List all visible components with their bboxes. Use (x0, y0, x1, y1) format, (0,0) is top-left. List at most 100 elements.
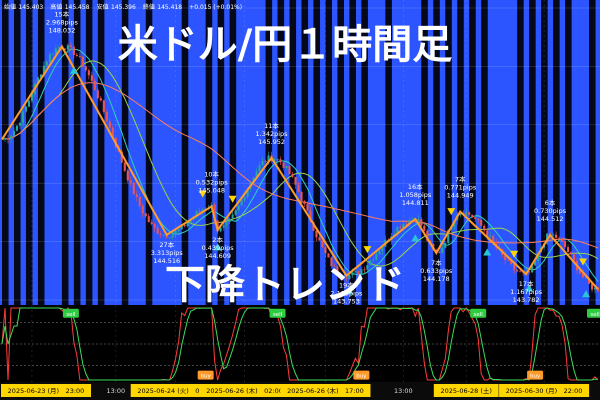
candle-body (102, 100, 105, 112)
candle-body (555, 234, 558, 238)
swing-label: 7本 0.633pips 144.178 (420, 258, 453, 283)
swing-value: 143.753 (333, 298, 360, 306)
swing-value: 143.782 (513, 296, 540, 304)
swing-label: 2本 0.439pips 144.609 (202, 235, 235, 260)
swing-labels: 15本 2.968pips 148.032 27本 3.313pips 144.516 10… (46, 9, 567, 305)
time-label: 13:00 (394, 387, 413, 395)
time-label-highlight (1, 384, 91, 397)
swing-pips: 0.532pips (196, 178, 229, 186)
candle-body (336, 266, 339, 274)
background-stripe (13, 0, 21, 305)
sell-marker (269, 308, 286, 318)
candle-body (243, 196, 246, 200)
background-stripe (481, 0, 488, 305)
sell-marker (62, 308, 79, 318)
swing-label: 15本 2.968pips 148.032 (46, 9, 79, 34)
candle-body (513, 264, 516, 270)
candle-body (81, 56, 84, 67)
background-stripe (97, 0, 105, 305)
candle-body (378, 251, 381, 255)
background-stripe (325, 0, 333, 305)
candle-body (153, 223, 156, 228)
up-arrow-icon (483, 248, 492, 256)
candle-body (159, 233, 162, 236)
candle-body (168, 237, 171, 239)
swing-pips: 0.730pips (534, 207, 567, 215)
candle-body (492, 235, 495, 242)
ohlc-readout: 始値 145.403 高値 145.458 安値 145.396 終値 145.418 +0.0… (4, 3, 242, 11)
candle-body (72, 46, 75, 55)
candle-body (537, 252, 540, 262)
swing-value: 144.516 (153, 257, 180, 265)
ohlc-value: 145.403 (18, 4, 43, 11)
candle-body (84, 66, 87, 71)
candle-body (330, 257, 333, 267)
candle-body (15, 125, 19, 131)
swing-label: 7本 0.771pips 144.949 (444, 175, 477, 200)
background-stripe (289, 0, 297, 305)
candle-body (354, 271, 357, 273)
candle-body (54, 48, 57, 54)
ohlc-label: 始値 (4, 3, 16, 11)
background-stripe (181, 0, 189, 305)
candle-body (564, 241, 567, 248)
background-stripe (2, 0, 9, 305)
background-stripe (589, 0, 596, 305)
swing-bars: 15本 (55, 9, 70, 18)
candle-body (222, 225, 225, 228)
ohlc-value: 145.458 (65, 4, 90, 11)
zigzag-layer (1, 44, 599, 290)
oscillator-line-slow (1, 307, 598, 381)
background-stripe (433, 0, 440, 305)
swing-bars: 7本 (431, 258, 442, 267)
buy-marker (353, 370, 370, 380)
candle-body (578, 270, 582, 274)
candle-body (447, 229, 450, 243)
swing-bars: 11本 (264, 121, 279, 130)
candle-body (504, 254, 507, 261)
candle-body (183, 224, 186, 227)
candle-body (531, 265, 534, 273)
swing-label: 17本 1.167pips 143.782 (510, 279, 543, 304)
candle-body (3, 138, 7, 140)
candle-body (6, 138, 10, 140)
time-label: 2025-06-26 (木) 02:00 (206, 386, 283, 395)
swing-value: 145.048 (198, 186, 225, 194)
down-arrow-icon (579, 258, 588, 266)
candle-body (300, 191, 303, 202)
swing-value: 145.952 (258, 138, 285, 146)
candle-body (36, 77, 39, 84)
time-label: 2025-06-28 (土) (441, 386, 492, 395)
background-stripe (73, 0, 81, 305)
swing-bars: 27本 (159, 240, 174, 249)
candle-body (525, 271, 528, 273)
background-stripe (121, 0, 129, 305)
down-arrow-icon (447, 208, 456, 216)
background-stripe (541, 0, 548, 305)
candle-body (285, 166, 288, 168)
candle-body (318, 237, 321, 241)
candle-body (123, 162, 126, 171)
swing-bars: 7本 (455, 175, 466, 184)
candle-body (87, 70, 90, 76)
candle-body (42, 65, 45, 75)
candle-body (225, 222, 228, 226)
candle-body (581, 273, 585, 278)
candle-body (213, 204, 216, 221)
candle-body (519, 271, 522, 273)
candle-body (438, 252, 441, 253)
candle-body (234, 210, 237, 215)
candle-body (279, 159, 282, 163)
candle-body (333, 266, 336, 268)
candle-body (468, 212, 471, 215)
candle-body (126, 170, 129, 181)
moving-average-slow (1, 60, 599, 267)
background-stripe (145, 0, 153, 305)
swing-bars: 6本 (545, 198, 556, 207)
candle-body (288, 166, 291, 175)
candle-body (363, 269, 366, 271)
candle-body (483, 225, 486, 231)
up-arrow-icon (69, 66, 78, 74)
time-label-highlight (130, 384, 221, 397)
